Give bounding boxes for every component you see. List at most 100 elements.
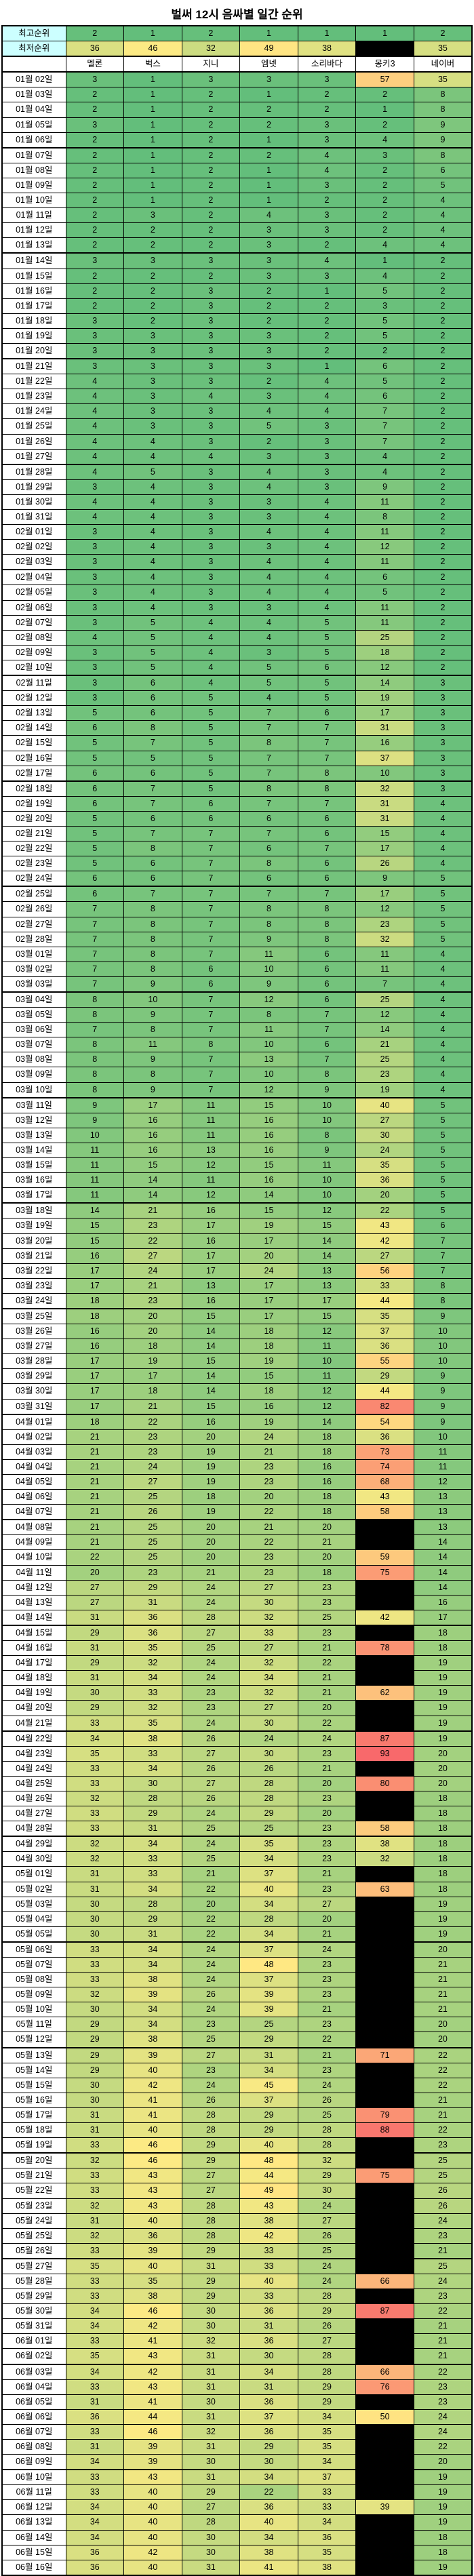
rank-cell[interactable]: 76 (355, 2379, 414, 2395)
rank-cell[interactable]: 32 (181, 2333, 241, 2350)
rank-cell[interactable]: 11 (355, 524, 414, 540)
rank-cell[interactable]: 80 (355, 1775, 414, 1791)
rank-cell[interactable]: 25 (181, 2032, 241, 2048)
column-header-엠넷[interactable]: 엠넷 (239, 56, 298, 73)
rank-cell[interactable]: 12 (297, 1398, 357, 1415)
date-cell[interactable]: 05월 11일 (1, 2017, 66, 2033)
rank-cell[interactable]: 26 (181, 2092, 241, 2108)
rank-cell[interactable]: 6 (239, 871, 298, 887)
rank-cell[interactable]: 5 (181, 780, 241, 797)
worst-rank-label[interactable]: 최저순위 (1, 41, 66, 58)
date-cell[interactable]: 05월 13일 (1, 2046, 66, 2063)
date-cell[interactable]: 02월 15일 (1, 735, 66, 751)
rank-cell[interactable]: 12 (181, 1187, 241, 1204)
rank-cell[interactable]: 3 (181, 418, 241, 435)
rank-cell[interactable]: 1 (355, 252, 414, 269)
rank-cell[interactable]: 11 (239, 1022, 298, 1038)
date-cell[interactable]: 03월 26일 (1, 1324, 66, 1340)
rank-cell[interactable]: 8 (413, 87, 473, 103)
rank-cell[interactable]: 41 (123, 2092, 182, 2108)
rank-cell[interactable]: 6 (239, 841, 298, 857)
rank-cell[interactable]: 2 (123, 268, 182, 284)
rank-cell[interactable]: 68 (355, 1473, 414, 1490)
rank-cell[interactable]: 10 (239, 961, 298, 977)
no-data-cell[interactable] (355, 2257, 414, 2274)
rank-cell[interactable]: 36 (355, 1172, 414, 1189)
date-cell[interactable]: 04월 21일 (1, 1715, 66, 1732)
rank-cell[interactable]: 15 (181, 1398, 241, 1415)
date-cell[interactable]: 02월 12일 (1, 690, 66, 707)
rank-cell[interactable]: 3 (181, 358, 241, 375)
date-cell[interactable]: 05월 07일 (1, 1956, 66, 1973)
rank-cell[interactable]: 29 (65, 1624, 125, 1642)
rank-cell[interactable]: 22 (239, 2484, 298, 2501)
rank-cell[interactable]: 33 (239, 2257, 298, 2274)
rank-cell[interactable]: 2 (239, 102, 298, 118)
summary-rank-cell[interactable]: 32 (181, 41, 241, 58)
rank-cell[interactable]: 5 (181, 735, 241, 751)
rank-cell[interactable]: 17 (123, 1368, 182, 1385)
rank-cell[interactable]: 3 (65, 599, 125, 616)
rank-cell[interactable]: 24 (123, 1459, 182, 1475)
rank-cell[interactable]: 21 (297, 1866, 357, 1882)
rank-cell[interactable]: 26 (123, 1504, 182, 1520)
rank-cell[interactable]: 7 (123, 886, 182, 903)
date-cell[interactable]: 01월 30일 (1, 494, 66, 511)
rank-cell[interactable]: 2 (181, 177, 241, 194)
rank-cell[interactable]: 20 (413, 1775, 473, 1791)
rank-cell[interactable]: 6 (297, 1037, 357, 1053)
rank-cell[interactable]: 40 (239, 1881, 298, 1897)
date-cell[interactable]: 02월 06일 (1, 599, 66, 616)
rank-cell[interactable]: 33 (123, 1851, 182, 1867)
rank-cell[interactable]: 2 (413, 252, 473, 269)
rank-cell[interactable]: 5 (413, 177, 473, 194)
rank-cell[interactable]: 12 (181, 1157, 241, 1174)
rank-cell[interactable]: 19 (181, 1473, 241, 1490)
rank-cell[interactable]: 3 (239, 494, 298, 511)
rank-cell[interactable]: 5 (181, 720, 241, 736)
rank-cell[interactable]: 30 (181, 2318, 241, 2335)
rank-cell[interactable]: 22 (123, 1233, 182, 1249)
column-header-지니[interactable]: 지니 (181, 56, 241, 73)
rank-cell[interactable]: 22 (297, 1715, 357, 1732)
rank-cell[interactable]: 4 (413, 1037, 473, 1053)
rank-cell[interactable]: 27 (181, 1624, 241, 1642)
rank-cell[interactable]: 11 (413, 1444, 473, 1460)
rank-cell[interactable]: 10 (239, 1067, 298, 1083)
rank-cell[interactable]: 7 (65, 931, 125, 947)
date-cell[interactable]: 02월 24일 (1, 871, 66, 887)
rank-cell[interactable]: 4 (413, 961, 473, 977)
rank-cell[interactable]: 27 (239, 1640, 298, 1657)
rank-cell[interactable]: 8 (413, 146, 473, 163)
rank-cell[interactable]: 36 (355, 1339, 414, 1355)
rank-cell[interactable]: 19 (413, 1730, 473, 1747)
rank-cell[interactable]: 33 (297, 2484, 357, 2501)
date-cell[interactable]: 02월 11일 (1, 675, 66, 692)
rank-cell[interactable]: 21 (413, 2318, 473, 2335)
column-header-벅스[interactable]: 벅스 (123, 56, 182, 73)
rank-cell[interactable]: 39 (123, 2438, 182, 2455)
rank-cell[interactable]: 21 (297, 1685, 357, 1701)
rank-cell[interactable]: 3 (65, 539, 125, 555)
rank-cell[interactable]: 18 (239, 1383, 298, 1400)
rank-cell[interactable]: 56 (355, 1263, 414, 1279)
rank-cell[interactable]: 58 (355, 1504, 414, 1520)
date-cell[interactable]: 05월 06일 (1, 1941, 66, 1958)
rank-cell[interactable]: 3 (181, 599, 241, 616)
rank-cell[interactable]: 36 (239, 2499, 298, 2516)
rank-cell[interactable]: 9 (413, 1307, 473, 1325)
rank-cell[interactable]: 2 (355, 207, 414, 224)
rank-cell[interactable]: 43 (239, 2198, 298, 2214)
rank-cell[interactable]: 40 (123, 2499, 182, 2516)
rank-cell[interactable]: 30 (181, 2303, 241, 2320)
rank-cell[interactable]: 11 (297, 1157, 357, 1174)
rank-cell[interactable]: 17 (65, 1277, 125, 1294)
rank-cell[interactable]: 18 (65, 1307, 125, 1325)
rank-cell[interactable]: 3 (123, 389, 182, 405)
rank-cell[interactable]: 19 (413, 1896, 473, 1912)
rank-cell[interactable]: 6 (297, 976, 357, 993)
rank-cell[interactable]: 13 (239, 1052, 298, 1068)
rank-cell[interactable]: 23 (413, 2288, 473, 2305)
rank-cell[interactable]: 16 (297, 1459, 357, 1475)
rank-cell[interactable]: 4 (413, 193, 473, 209)
